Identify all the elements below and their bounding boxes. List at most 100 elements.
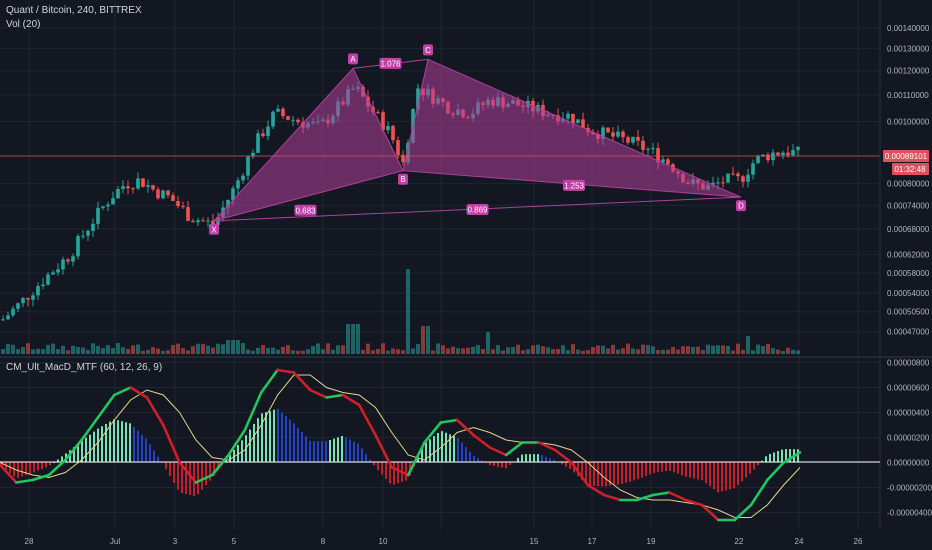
histogram-bar — [205, 462, 207, 486]
volume-bar — [541, 346, 545, 354]
histogram-bar — [73, 447, 75, 463]
histogram-bar — [789, 449, 791, 463]
candle-body — [636, 136, 640, 141]
histogram-bar — [625, 462, 627, 483]
macd-line-segment — [651, 491, 671, 497]
volume-bar — [466, 347, 470, 354]
candle-body — [231, 188, 235, 200]
volume-bar — [536, 344, 540, 354]
histogram-bar — [37, 462, 39, 471]
volume-bar — [236, 340, 240, 354]
volume-bar — [1, 349, 5, 354]
candle-body — [716, 182, 720, 184]
macd-line-segment — [0, 463, 18, 484]
volume-bar — [156, 348, 160, 354]
histogram-bar — [477, 458, 479, 463]
candle-body — [641, 140, 645, 150]
histogram-bar — [81, 440, 83, 463]
candle-body — [136, 178, 140, 189]
volume-bar — [146, 349, 150, 354]
ratio-xd-label: 0.869 — [467, 205, 488, 214]
candle-body — [1, 319, 5, 321]
pattern-point-b: B — [400, 175, 405, 184]
volume-bar — [311, 345, 315, 354]
price-axis[interactable]: 0.00140000 0.00130000 0.00120000 0.00110000… — [887, 24, 932, 518]
volume-bar — [21, 347, 25, 354]
volume-bar — [141, 350, 145, 354]
candle-body — [246, 156, 250, 176]
pattern-triangle-bcd — [402, 58, 742, 198]
histogram-bar — [33, 462, 35, 473]
volume-bar — [111, 348, 115, 354]
histogram-bar — [41, 462, 43, 470]
volume-bar — [651, 346, 655, 354]
last-price-text: 0.00089101 — [885, 152, 928, 161]
volume-bar — [201, 343, 205, 354]
macd-line-segment — [668, 491, 688, 502]
volume-bar — [306, 349, 310, 354]
candle-body — [631, 136, 635, 143]
histogram-bar — [349, 439, 351, 463]
volume-bar — [581, 350, 585, 354]
volume-bar — [471, 346, 475, 354]
histogram-bar — [333, 438, 335, 463]
candle-body — [736, 173, 740, 177]
histogram-bar — [185, 462, 187, 495]
volume-bar — [656, 350, 660, 354]
candle-body — [266, 126, 270, 137]
candle-body — [276, 108, 280, 112]
volume-bar — [26, 343, 30, 354]
macd-line-segment — [325, 393, 345, 399]
histogram-bar — [201, 462, 203, 490]
histogram-bar — [797, 449, 799, 463]
histogram-bar — [305, 436, 307, 463]
volume-bar — [71, 345, 75, 354]
histogram-bar — [345, 437, 347, 463]
volume-bar — [501, 350, 505, 354]
macd-line-segment — [161, 423, 181, 464]
histogram-bar — [165, 462, 167, 470]
histogram-bar — [781, 449, 783, 463]
macd-line-segment — [15, 478, 34, 484]
volume-bar — [626, 343, 630, 354]
volume-bar — [151, 347, 155, 354]
histogram-bar — [109, 421, 111, 463]
volume-bar — [161, 350, 165, 354]
volume-bar — [301, 350, 305, 354]
macd-line-segment — [602, 493, 622, 502]
candle-body — [741, 176, 745, 182]
volume-bar — [611, 344, 615, 354]
price-tick-label: 0.00100000 — [887, 117, 930, 126]
volume-bar — [121, 347, 125, 354]
volume-bar — [391, 348, 395, 354]
histogram-bar — [497, 462, 499, 467]
volume-indicator-label[interactable]: Vol (20) — [6, 19, 41, 30]
price-tick-label: 0.00120000 — [887, 67, 930, 76]
candle-body — [96, 207, 100, 224]
chart-title[interactable]: Quant / Bitcoin, 240, BITTREX — [6, 5, 142, 16]
pattern-point-b-box — [398, 173, 408, 185]
histogram-bar — [753, 462, 755, 470]
volume-bar — [511, 347, 515, 354]
macd-indicator-label[interactable]: CM_Ult_MacD_MTF (60, 12, 26, 9) — [6, 362, 163, 373]
time-axis[interactable]: 28 Jul 3 5 8 10 15 17 19 22 24 26 — [25, 537, 863, 546]
time-tick-label: 24 — [795, 537, 804, 546]
volume-bar — [86, 349, 90, 354]
candle-body — [251, 152, 255, 157]
price-tick-label: 0.00110000 — [887, 91, 929, 100]
candle-body — [241, 175, 245, 181]
volume-bar — [396, 349, 400, 354]
histogram-bar — [269, 410, 271, 463]
macd-tick-label: 0.00000000 — [887, 459, 930, 468]
price-tick-label: 0.00058000 — [887, 269, 930, 278]
volume-bar — [6, 343, 10, 354]
volume-bar — [226, 340, 230, 354]
price-tick-label: 0.00130000 — [887, 44, 930, 53]
histogram-bar — [365, 453, 367, 463]
volume-bar — [366, 343, 370, 354]
volume-bar — [761, 346, 765, 354]
histogram-bar — [45, 462, 47, 468]
macd-line-segment — [488, 446, 508, 457]
volume-bar — [116, 343, 120, 354]
